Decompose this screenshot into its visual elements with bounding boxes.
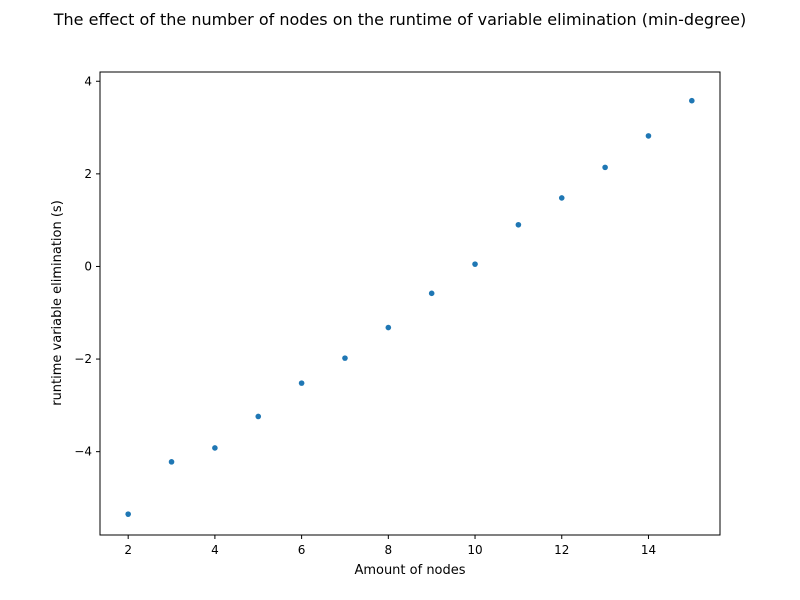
data-point <box>428 290 435 297</box>
data-point <box>385 324 392 331</box>
data-point <box>125 511 131 517</box>
x-tick-label: 4 <box>211 543 219 557</box>
data-point <box>689 97 695 104</box>
x-tick-label: 8 <box>385 543 393 557</box>
x-tick-label: 6 <box>298 543 306 557</box>
x-tick-label: 2 <box>124 543 132 557</box>
data-point <box>168 459 175 465</box>
data-point <box>212 445 218 451</box>
y-tick-label: 0 <box>84 259 92 273</box>
data-point <box>298 380 305 386</box>
chart-title: The effect of the number of nodes on the… <box>53 10 747 29</box>
x-tick-label: 14 <box>641 543 656 557</box>
data-point <box>515 221 522 228</box>
x-tick-label: 12 <box>554 543 569 557</box>
x-axis-label: Amount of nodes <box>354 563 465 578</box>
y-axis: −4 −2 0 2 4 <box>74 74 100 459</box>
x-tick-label: 10 <box>467 543 482 557</box>
data-points <box>125 97 695 517</box>
y-tick-label: −2 <box>74 352 92 366</box>
data-point <box>342 355 348 361</box>
data-point <box>472 261 478 267</box>
plot-frame <box>99 71 721 536</box>
y-tick-label: 2 <box>84 167 92 181</box>
data-point <box>558 195 565 201</box>
data-point <box>255 413 262 420</box>
x-axis: 2 4 6 8 10 12 14 <box>124 535 656 557</box>
y-tick-label: −4 <box>74 445 92 459</box>
data-point <box>645 133 652 139</box>
data-point <box>602 164 608 171</box>
y-tick-label: 4 <box>84 74 92 88</box>
y-axis-label: runtime variable elimination (s) <box>50 200 65 406</box>
